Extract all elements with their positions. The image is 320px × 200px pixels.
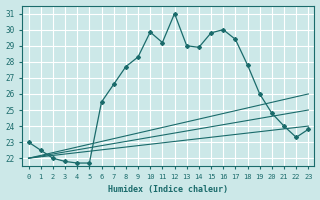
X-axis label: Humidex (Indice chaleur): Humidex (Indice chaleur)	[108, 185, 228, 194]
